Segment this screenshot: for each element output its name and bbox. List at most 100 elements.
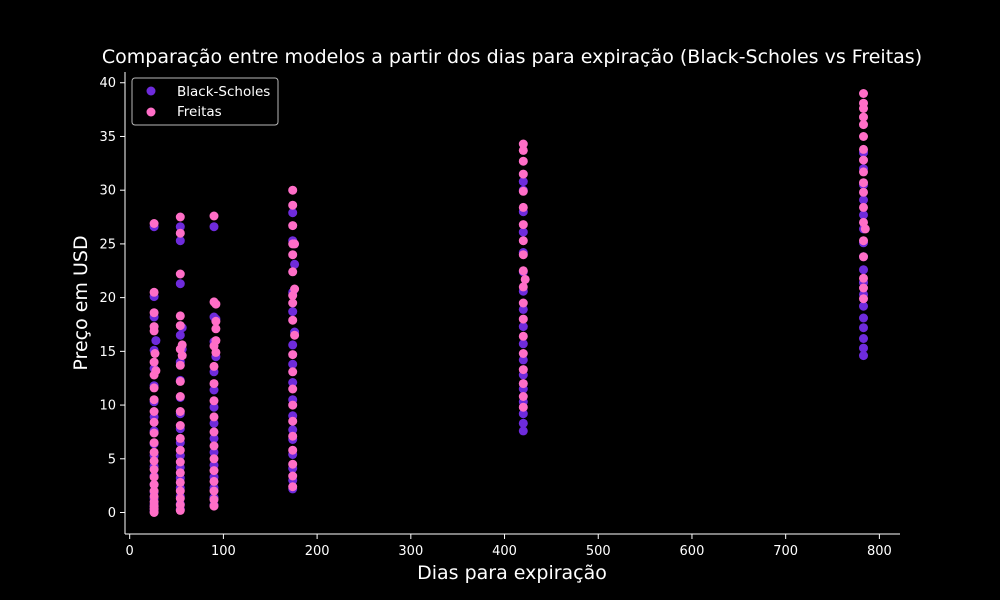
data-point (211, 299, 221, 309)
data-point (177, 340, 187, 350)
data-point (518, 314, 528, 324)
data-point (288, 315, 298, 325)
data-point (209, 396, 219, 406)
data-point (859, 210, 868, 220)
data-point (175, 212, 185, 222)
data-point (175, 279, 185, 289)
data-point (518, 418, 528, 428)
x-tick-label: 700 (773, 544, 798, 559)
data-point (175, 494, 185, 503)
data-point (288, 378, 298, 387)
data-point (518, 426, 528, 436)
data-point (288, 471, 298, 481)
data-point (288, 208, 298, 218)
data-point (290, 330, 300, 340)
data-point (859, 294, 868, 304)
data-point (175, 477, 185, 487)
data-point (175, 407, 185, 416)
data-point (149, 322, 159, 332)
data-point (288, 250, 298, 260)
data-point (209, 433, 219, 443)
legend-label-black-scholes: Black-Scholes (177, 84, 270, 100)
data-point (518, 392, 528, 401)
data-point (209, 222, 219, 232)
series-freitas (149, 89, 870, 517)
data-point (149, 480, 159, 490)
data-point (209, 501, 219, 511)
legend-label-freitas: Freitas (177, 104, 222, 120)
data-point (175, 311, 185, 321)
data-point (288, 307, 298, 317)
chart-title: Comparação entre modelos a partir dos di… (102, 46, 922, 68)
legend-box (131, 77, 279, 126)
data-point (175, 321, 185, 331)
data-point (149, 472, 159, 482)
data-point (209, 418, 219, 428)
data-point (149, 219, 159, 228)
data-point (859, 351, 868, 361)
data-point (520, 274, 530, 284)
y-tick-label: 40 (99, 76, 116, 91)
y-tick-label: 30 (99, 184, 116, 199)
data-point (859, 195, 868, 205)
data-point (175, 392, 185, 401)
x-tick-label: 400 (492, 544, 517, 559)
data-point (149, 383, 159, 393)
data-point (175, 236, 185, 246)
y-axis-label: Preço em USD (70, 235, 92, 370)
data-point (518, 349, 528, 358)
data-point (518, 145, 528, 155)
data-point (859, 236, 868, 246)
data-point (290, 259, 300, 269)
data-point (288, 482, 298, 492)
data-point (518, 186, 528, 196)
data-point (288, 459, 298, 469)
data-point (518, 379, 528, 389)
data-point (288, 200, 298, 210)
data-point (209, 402, 219, 412)
data-point (518, 282, 528, 292)
y-tick-label: 10 (99, 399, 116, 414)
data-point (175, 457, 185, 467)
data-point (518, 298, 528, 308)
data-point (149, 308, 159, 318)
data-point (175, 222, 185, 232)
y-tick-label: 15 (99, 345, 116, 360)
data-point (175, 228, 185, 238)
y-tick-label: 0 (108, 506, 116, 521)
data-point (149, 357, 159, 367)
y-tick-label: 25 (99, 237, 116, 252)
data-point (288, 367, 298, 377)
data-point (290, 284, 300, 294)
data-point (175, 433, 185, 443)
x-tick-label: 300 (398, 544, 423, 559)
data-point (859, 202, 868, 212)
data-point (518, 409, 528, 419)
data-point (288, 298, 298, 308)
data-point (859, 343, 868, 353)
data-point (518, 220, 528, 230)
data-point (209, 476, 219, 486)
data-point (288, 416, 298, 426)
data-point (518, 365, 528, 375)
x-tick-label: 500 (586, 544, 611, 559)
data-point (288, 267, 298, 277)
x-tick-label: 0 (126, 544, 134, 559)
data-point (859, 217, 868, 227)
data-point (151, 336, 161, 346)
data-point (859, 155, 868, 165)
data-point (288, 425, 298, 435)
legend-marker-black-scholes (146, 86, 156, 96)
data-point (288, 384, 298, 394)
data-point (859, 313, 868, 323)
data-point (209, 211, 219, 221)
data-point (149, 438, 159, 448)
data-point (288, 185, 298, 195)
data-point (151, 366, 161, 376)
data-point (209, 412, 219, 422)
x-tick-label: 100 (211, 544, 236, 559)
data-point (288, 431, 298, 441)
data-point (209, 427, 219, 437)
y-tick-label: 5 (108, 452, 116, 467)
